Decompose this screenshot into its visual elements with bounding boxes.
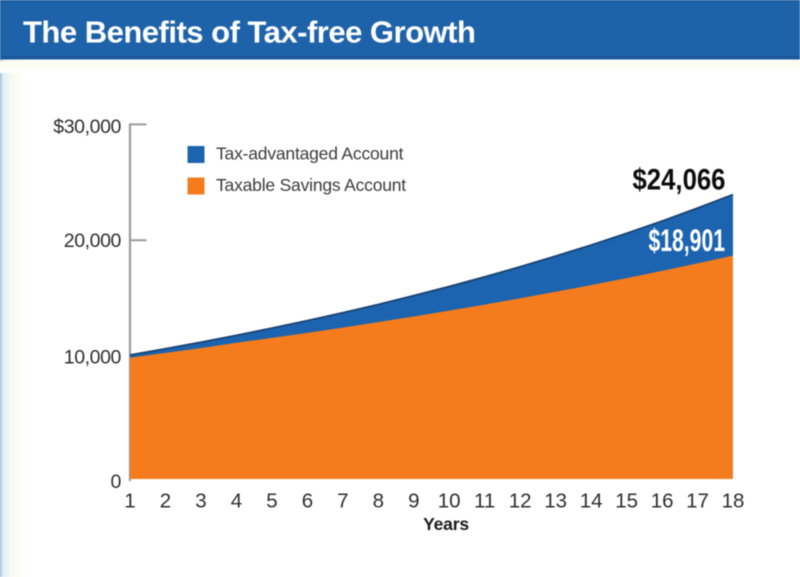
svg-text:13: 13	[544, 490, 567, 513]
svg-text:Taxable Savings Account: Taxable Savings Account	[216, 175, 406, 195]
svg-text:17: 17	[686, 490, 709, 513]
svg-text:$30,000: $30,000	[53, 116, 121, 138]
svg-text:14: 14	[580, 490, 603, 513]
svg-text:0: 0	[111, 471, 122, 493]
svg-text:The Benefits of Tax-free Growt: The Benefits of Tax-free Growth	[23, 15, 475, 50]
svg-text:12: 12	[509, 490, 532, 513]
svg-text:11: 11	[474, 490, 495, 513]
svg-text:7: 7	[337, 490, 348, 513]
svg-text:9: 9	[408, 490, 419, 513]
svg-text:Tax-advantaged Account: Tax-advantaged Account	[216, 144, 404, 164]
svg-text:15: 15	[615, 490, 638, 513]
svg-text:5: 5	[266, 490, 277, 513]
svg-text:8: 8	[373, 490, 384, 513]
svg-text:16: 16	[651, 490, 674, 513]
svg-text:10: 10	[438, 490, 461, 513]
svg-text:2: 2	[160, 490, 171, 513]
svg-text:6: 6	[302, 490, 313, 513]
svg-text:3: 3	[195, 490, 206, 513]
svg-text:20,000: 20,000	[64, 230, 122, 252]
svg-text:1: 1	[124, 490, 135, 513]
svg-text:$18,901: $18,901	[649, 222, 726, 258]
svg-text:Years: Years	[423, 514, 469, 534]
svg-text:4: 4	[231, 490, 242, 513]
svg-text:$24,066: $24,066	[633, 164, 726, 197]
svg-text:18: 18	[722, 490, 745, 513]
svg-text:10,000: 10,000	[64, 347, 122, 369]
